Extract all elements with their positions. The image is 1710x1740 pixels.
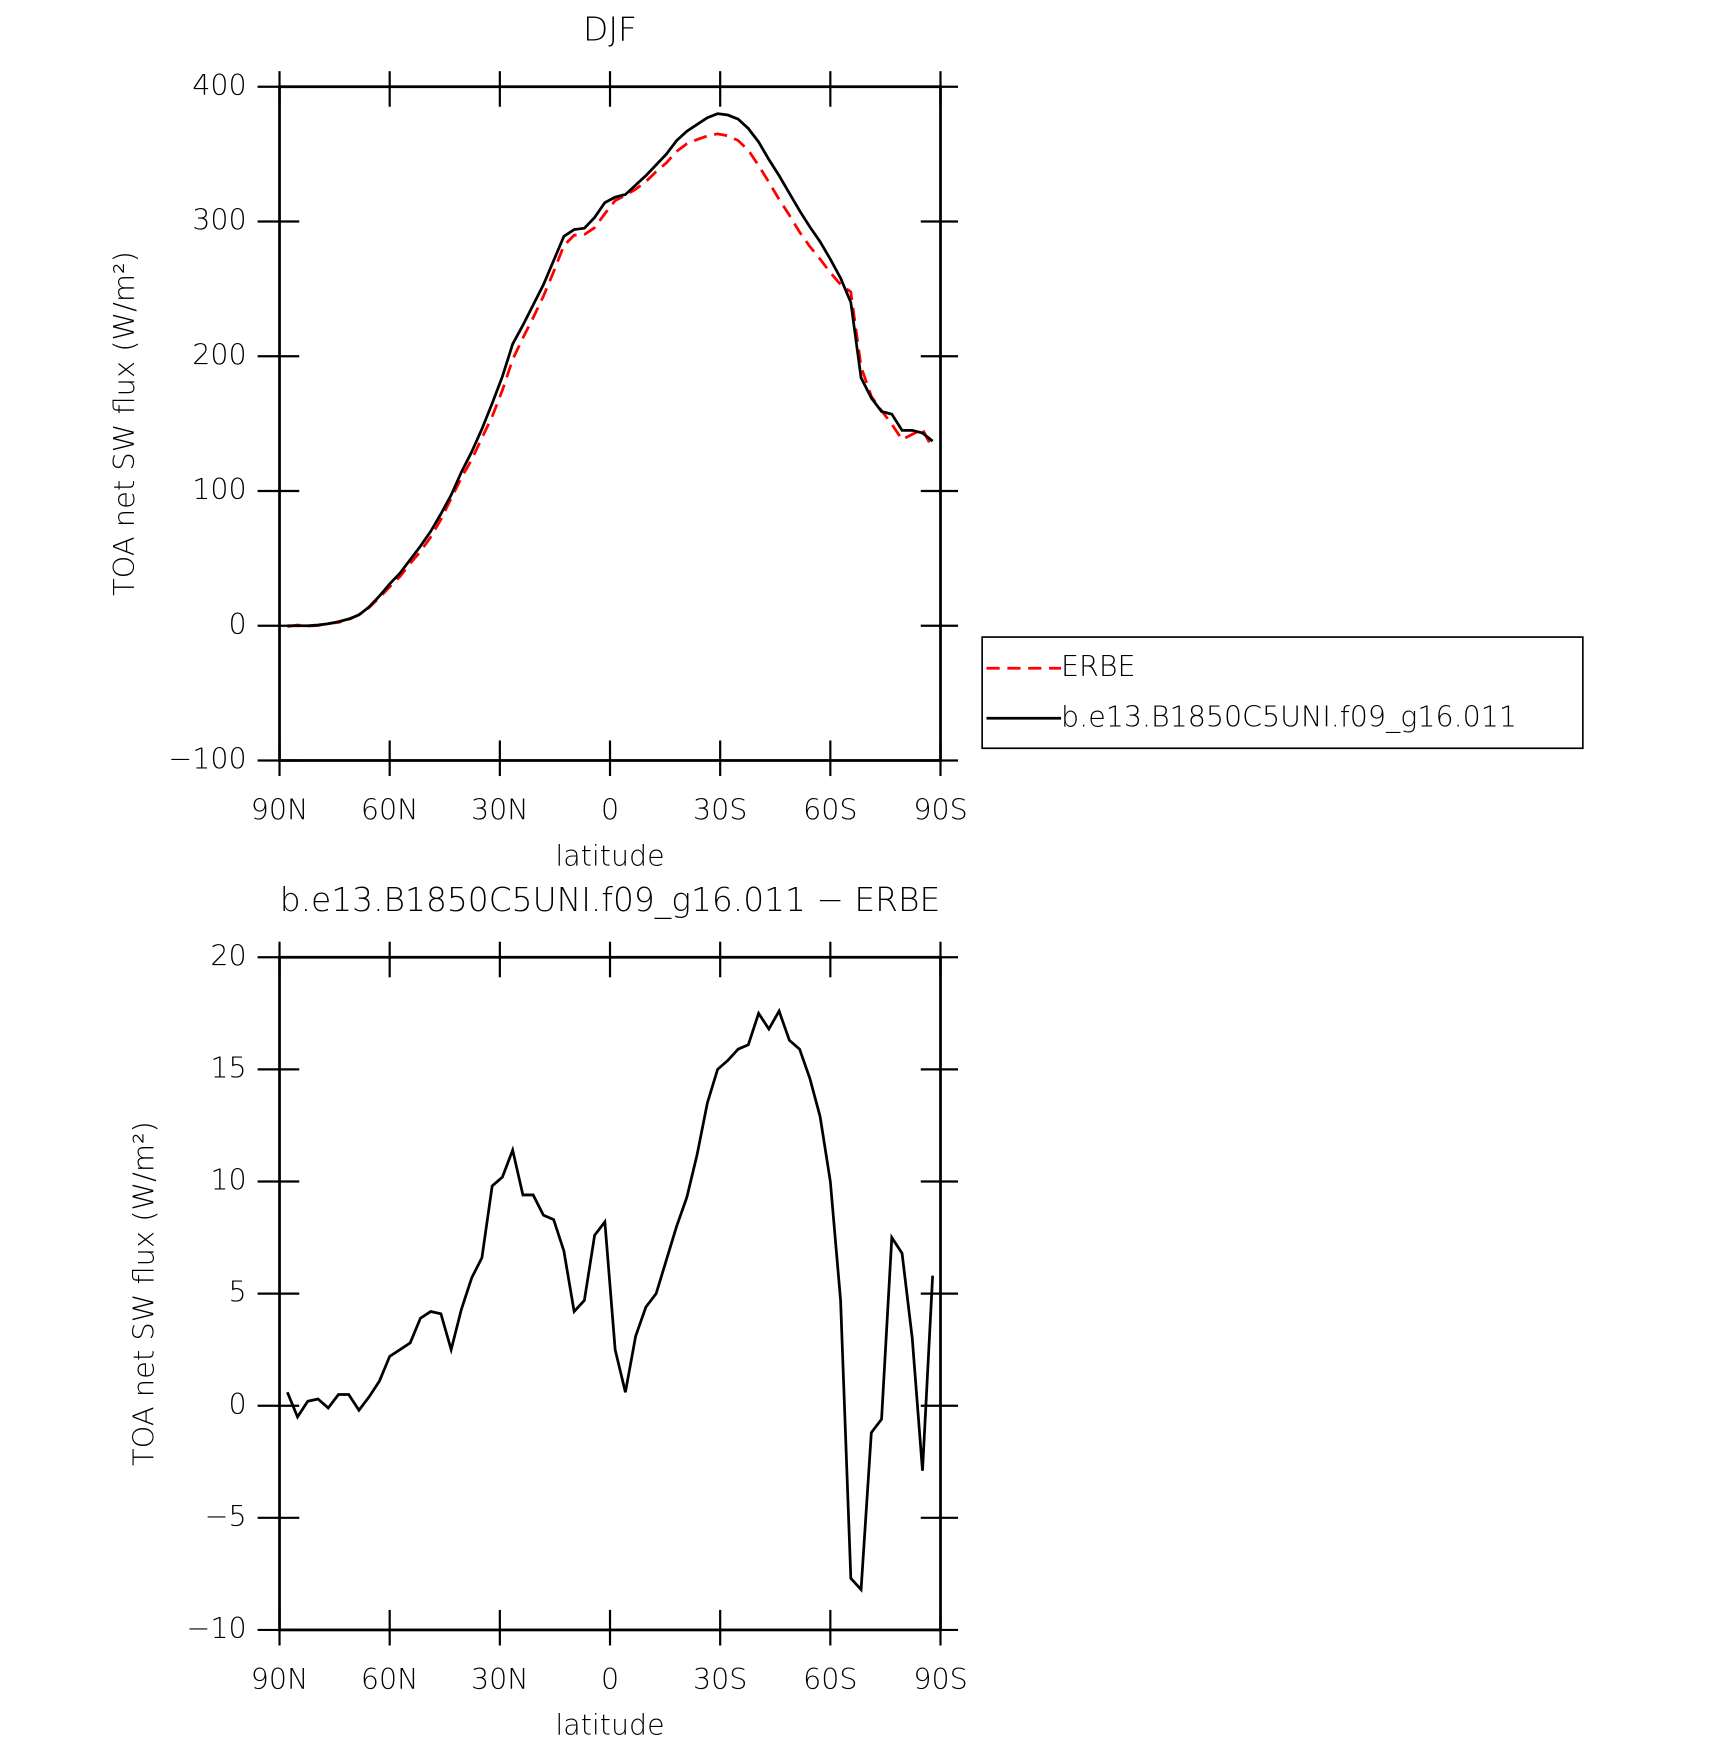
y-tick-label: 200	[192, 337, 246, 371]
x-tick-label: 60N	[361, 792, 419, 826]
y-tick-label: −5	[205, 1499, 247, 1533]
legend-box	[981, 636, 1584, 750]
x-tick-label: 90S	[913, 792, 967, 826]
x-axis-label: latitude	[555, 1708, 664, 1740]
x-tick-label: 60N	[361, 1662, 419, 1696]
chart-title: b.e13.B1850C5UNI.f09_g16.011 − ERBE	[280, 880, 941, 920]
y-tick-label: 10	[210, 1162, 246, 1196]
x-tick-label: 0	[601, 1662, 619, 1696]
y-tick-label: 400	[192, 68, 246, 102]
x-axis-label: latitude	[555, 838, 664, 872]
y-tick-label: −10	[187, 1611, 247, 1645]
y-tick-label: −100	[168, 741, 246, 775]
y-tick-label: 15	[210, 1050, 246, 1084]
y-tick-label: 300	[192, 202, 246, 236]
x-tick-label: 60S	[803, 1662, 857, 1696]
y-tick-label: 100	[192, 472, 246, 506]
y-tick-label: 20	[210, 938, 246, 972]
y-axis-label: TOA net SW flux (W/m²)	[107, 251, 141, 596]
x-tick-label: 30N	[471, 1662, 529, 1696]
x-tick-label: 30S	[693, 792, 747, 826]
x-tick-label: 90S	[913, 1662, 967, 1696]
plot-frame	[278, 85, 942, 762]
y-tick-label: 5	[228, 1274, 246, 1308]
x-tick-label: 60S	[803, 792, 857, 826]
data-line	[287, 132, 934, 628]
x-tick-label: 90N	[251, 1662, 309, 1696]
y-axis-label: TOA net SW flux (W/m²)	[127, 1121, 161, 1466]
y-tick-label: 0	[228, 607, 246, 641]
x-tick-label: 30N	[471, 792, 529, 826]
x-tick-label: 90N	[251, 792, 309, 826]
chart-title: DJF	[583, 9, 637, 48]
legend-label: ERBE	[1061, 649, 1135, 683]
x-tick-label: 30S	[693, 1662, 747, 1696]
legend-label: b.e13.B1850C5UNI.f09_g16.011	[1061, 699, 1517, 734]
x-tick-label: 0	[601, 792, 619, 826]
data-line	[286, 1007, 935, 1593]
y-tick-label: 0	[228, 1387, 246, 1421]
data-line	[287, 112, 934, 628]
